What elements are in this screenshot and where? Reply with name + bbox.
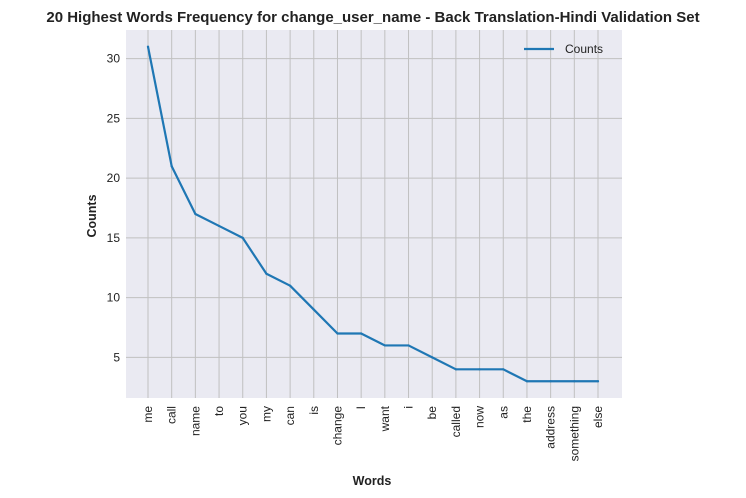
series-layer	[146, 45, 600, 383]
data-point	[289, 284, 292, 287]
y-axis-label: Counts	[85, 194, 99, 237]
x-tick-label: to	[212, 406, 226, 416]
data-point	[170, 165, 173, 168]
x-tick-label: me	[141, 406, 155, 423]
data-point	[431, 356, 434, 359]
x-tick-label: name	[188, 406, 202, 436]
x-tick-label: is	[307, 406, 321, 415]
data-point	[502, 368, 505, 371]
data-point	[596, 380, 600, 383]
data-point	[336, 332, 339, 335]
x-tick-label: address	[544, 406, 558, 449]
data-point	[241, 236, 244, 239]
y-tick-label: 20	[107, 171, 121, 185]
x-tick-label: now	[473, 406, 487, 428]
data-point	[454, 368, 457, 371]
data-point	[360, 332, 363, 335]
legend-label: Counts	[565, 42, 603, 56]
y-tick-label: 5	[113, 350, 120, 364]
data-point	[194, 212, 197, 216]
data-point	[525, 380, 529, 383]
data-point	[312, 308, 315, 311]
data-point	[407, 344, 410, 347]
x-tick-label: as	[496, 406, 510, 419]
x-tick-label: be	[425, 406, 439, 420]
x-tick-label: the	[520, 406, 534, 423]
x-tick-label: something	[567, 406, 581, 461]
x-tick-label: can	[283, 406, 297, 425]
data-point	[573, 380, 576, 383]
x-tick-label: else	[591, 406, 605, 428]
x-tick-label: want	[378, 405, 392, 432]
y-tick-label: 25	[107, 111, 121, 125]
data-point	[265, 272, 268, 275]
data-point	[217, 224, 221, 228]
data-point	[549, 380, 552, 383]
y-tick-label: 10	[107, 291, 121, 305]
x-tick-label: change	[330, 406, 344, 446]
x-tick-label: call	[165, 406, 179, 424]
y-tick-label: 15	[107, 231, 121, 245]
series-line	[146, 45, 600, 383]
x-tick-label: called	[449, 406, 463, 437]
grid	[126, 30, 622, 398]
x-axis-label: Words	[353, 474, 392, 488]
x-tick-label: I	[354, 406, 368, 409]
data-point	[478, 368, 481, 371]
y-tick-labels: 5 10 15 20 25 30	[107, 52, 121, 365]
plot-area	[126, 30, 622, 398]
x-tick-label: i	[402, 406, 416, 409]
y-tick-label: 30	[107, 52, 121, 66]
legend: Counts	[524, 42, 603, 56]
x-tick-label: my	[259, 406, 273, 422]
data-point	[383, 344, 386, 347]
chart-title: 20 Highest Words Frequency for change_us…	[46, 9, 699, 26]
data-point	[146, 45, 150, 48]
x-tick-label: you	[236, 406, 250, 425]
